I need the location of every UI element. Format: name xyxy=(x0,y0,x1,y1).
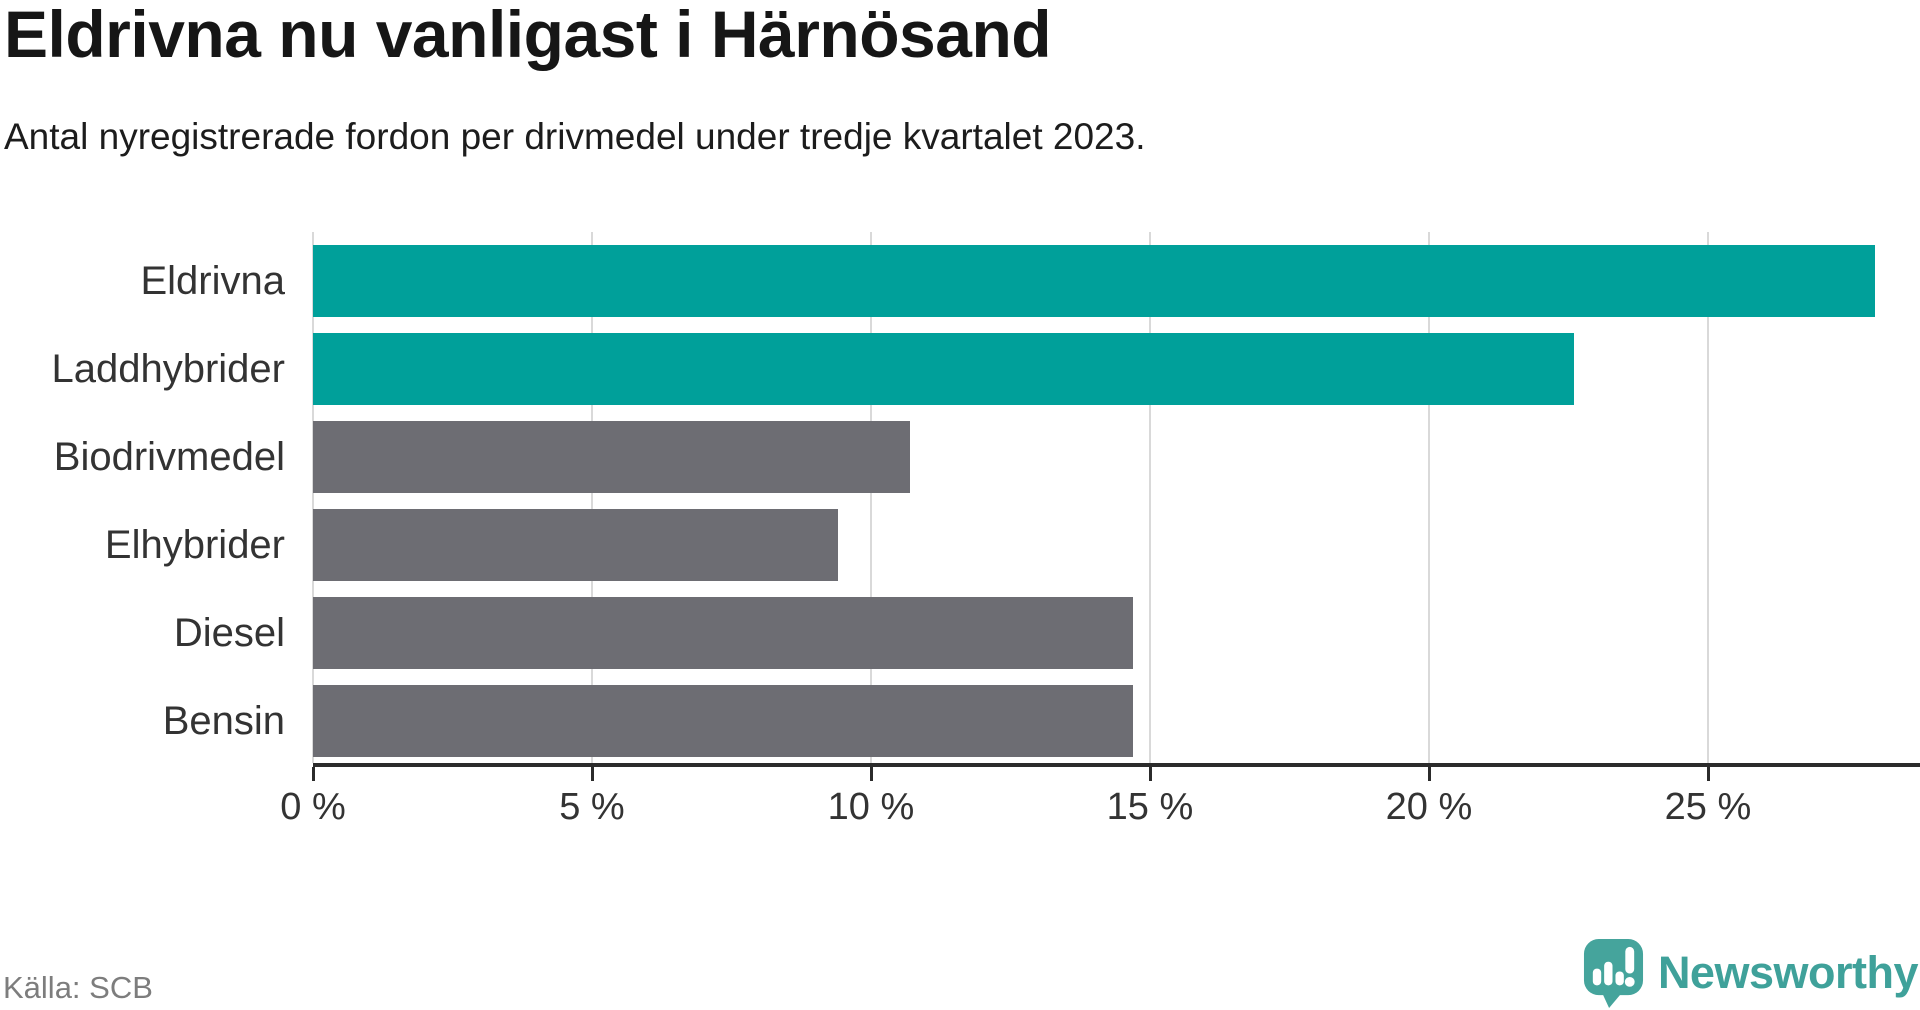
x-axis-tick-label: 25 % xyxy=(1664,786,1752,828)
page-subtitle: Antal nyregistrerade fordon per drivmede… xyxy=(4,116,1146,157)
category-label: Laddhybrider xyxy=(51,346,286,391)
category-label: Bensin xyxy=(162,698,285,743)
bar-laddhybrider xyxy=(313,333,1575,405)
x-axis-tick-label: 0 % xyxy=(280,786,346,828)
x-axis-tick xyxy=(590,767,594,781)
gridline xyxy=(312,232,314,763)
x-axis-tick-label: 5 % xyxy=(559,786,625,828)
bar-elhybrider xyxy=(313,509,838,581)
brand-name: Newsworthy xyxy=(1657,947,1919,998)
x-axis-tick xyxy=(1148,767,1152,781)
x-axis-tick-label: 15 % xyxy=(1106,786,1194,828)
x-axis-tick xyxy=(869,767,873,781)
gridline xyxy=(1148,232,1151,763)
bar-bensin xyxy=(313,685,1134,757)
category-label: Diesel xyxy=(173,610,285,655)
x-axis-tick xyxy=(312,767,315,781)
gridline xyxy=(1427,232,1430,763)
gridline xyxy=(869,232,872,763)
plot-area: 0 % 5 % 10 % 15 % 20 % 25 % xyxy=(280,232,1920,828)
gridline xyxy=(1706,232,1709,763)
page-title: Eldrivna nu vanligast i Härnösand xyxy=(4,0,1052,71)
category-labels: Eldrivna Laddhybrider Biodrivmedel Elhybrid… xyxy=(0,232,286,763)
gridline xyxy=(590,232,593,763)
bar-biodrivmedel xyxy=(313,421,911,493)
category-label: Biodrivmedel xyxy=(53,434,285,479)
x-axis-line xyxy=(313,763,1920,767)
newsworthy-logo: Newsworthy xyxy=(1582,936,1919,1010)
newsworthy-bubble-chart-icon xyxy=(1583,938,1643,1008)
x-axis-tick-label: 20 % xyxy=(1385,786,1473,828)
bar-diesel xyxy=(313,597,1134,669)
x-axis-tick xyxy=(1706,767,1710,781)
category-label: Eldrivna xyxy=(140,258,285,303)
x-axis-tick-label: 10 % xyxy=(827,786,915,828)
source-note: Källa: SCB xyxy=(3,970,153,1005)
category-label: Elhybrider xyxy=(104,522,285,567)
bar-eldrivna xyxy=(313,245,1876,317)
x-axis-tick xyxy=(1427,767,1431,781)
